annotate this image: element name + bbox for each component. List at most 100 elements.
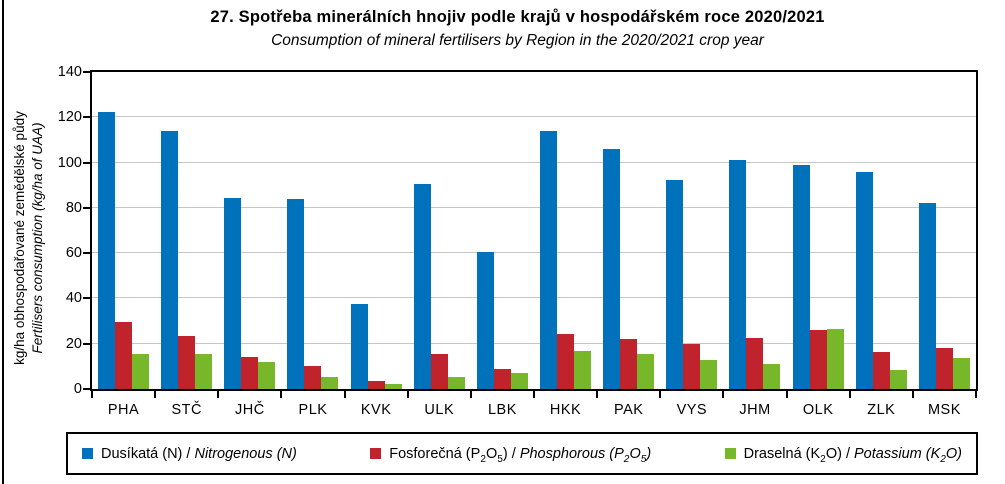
bar-group-KVK — [345, 72, 408, 389]
y-tick-140 — [83, 71, 90, 73]
gridline-40 — [92, 297, 976, 299]
bar-group-PLK — [281, 72, 344, 389]
x-category-label-PHA: PHA — [107, 402, 140, 418]
x-tick-7 — [533, 391, 535, 398]
bar-JHM-phosphorouspo — [746, 338, 764, 389]
bar-ULK-phosphorouspo — [430, 353, 448, 389]
page-left-border — [2, 0, 4, 484]
legend-item-phosphorouspo: Fosforečná (P2O5) / Phosphorous (P2O5) — [370, 445, 652, 465]
gridline-100 — [92, 161, 976, 163]
bar-ULK-nitrogenousn — [413, 184, 431, 389]
bar-PLK-potassiumko — [321, 376, 339, 389]
bar-group-ULK — [408, 72, 471, 389]
bar-group-JHČ — [218, 72, 281, 389]
legend: Dusíkatá (N) / Nitrogenous (N) Fosforečná… — [66, 432, 978, 475]
bar-group-OLK — [787, 72, 850, 389]
bar-VYS-phosphorouspo — [683, 343, 701, 389]
x-category-label-KVK: KVK — [360, 402, 392, 418]
bar-group-LBK — [471, 72, 534, 389]
y-tick-80 — [83, 206, 90, 209]
legend-label: Fosforečná (P2O5) / Phosphorous (P2O5) — [389, 445, 652, 465]
bar-MSK-phosphorouspo — [935, 348, 953, 389]
bar-PHA-phosphorouspo — [115, 322, 133, 389]
x-category-label-VYS: VYS — [676, 402, 708, 418]
y-tick-60 — [83, 252, 90, 255]
x-category-label-JHČ: JHČ — [234, 402, 265, 418]
x-category-label-ULK: ULK — [424, 402, 455, 418]
bar-ZLK-phosphorouspo — [872, 351, 890, 389]
bar-OLK-nitrogenousn — [792, 164, 810, 389]
plot-inner — [92, 72, 976, 389]
x-category-label-PAK: PAK — [613, 402, 644, 418]
plot-area — [90, 70, 978, 391]
legend-swatch-icon — [370, 448, 382, 459]
x-tick-5 — [406, 391, 409, 398]
bar-LBK-phosphorouspo — [493, 368, 511, 389]
x-tick-4 — [343, 391, 346, 398]
bar-JHM-nitrogenousn — [729, 160, 747, 389]
bar-OLK-phosphorouspo — [809, 330, 827, 389]
x-category-label-PLK: PLK — [298, 402, 328, 418]
bar-KVK-phosphorouspo — [367, 381, 385, 389]
bar-PAK-potassiumko — [637, 353, 655, 389]
y-tick-label-60: 60 — [65, 245, 82, 262]
bar-KVK-potassiumko — [384, 384, 402, 389]
bar-JHČ-nitrogenousn — [224, 197, 242, 389]
y-axis-title-czech: kg/ha obhospodařované zemědělské půdy — [12, 111, 27, 365]
gridline-120 — [92, 116, 976, 118]
bar-PHA-potassiumko — [132, 353, 150, 389]
y-tick-label-80: 80 — [65, 199, 82, 216]
x-tick-2 — [217, 391, 220, 398]
x-tick-9 — [659, 391, 662, 398]
x-tick-14 — [975, 391, 977, 398]
bar-JHM-potassiumko — [763, 364, 781, 389]
y-tick-20 — [83, 342, 90, 345]
x-tick-6 — [469, 391, 472, 398]
bar-OLK-potassiumko — [826, 329, 844, 389]
bar-HKK-phosphorouspo — [557, 333, 575, 389]
y-tick-120 — [83, 116, 90, 119]
gridline-20 — [92, 342, 976, 344]
bar-PAK-nitrogenousn — [603, 149, 621, 389]
bar-JHČ-potassiumko — [258, 361, 276, 389]
bar-HKK-potassiumko — [574, 350, 592, 389]
y-tick-100 — [83, 161, 90, 164]
y-tick-label-140: 140 — [57, 64, 82, 80]
y-tick-label-100: 100 — [57, 154, 82, 171]
x-category-label-LBK: LBK — [487, 402, 517, 418]
bar-STČ-nitrogenousn — [161, 130, 179, 389]
chart-title: 27. Spotřeba minerálních hnojiv podle kr… — [210, 8, 825, 26]
bar-group-JHM — [723, 72, 786, 389]
bar-group-STČ — [155, 72, 218, 389]
gridline-60 — [92, 252, 976, 254]
legend-swatch-icon — [82, 448, 93, 459]
bar-JHČ-phosphorouspo — [241, 357, 259, 389]
bar-group-VYS — [660, 72, 723, 389]
bar-group-PAK — [597, 72, 660, 389]
legend-item-potassiumko: Draselná (K2O) / Potassium (K2O) — [724, 445, 962, 465]
gridline-80 — [92, 206, 976, 208]
y-tick-0 — [83, 388, 90, 390]
bar-LBK-potassiumko — [510, 373, 528, 389]
bar-group-PHA — [92, 72, 155, 389]
y-tick-40 — [83, 297, 90, 300]
bar-VYS-potassiumko — [700, 359, 718, 389]
bar-PLK-nitrogenousn — [287, 198, 305, 389]
x-tick-12 — [848, 391, 851, 398]
bar-group-ZLK — [850, 72, 913, 389]
y-tick-label-40: 40 — [65, 290, 82, 307]
bar-MSK-nitrogenousn — [918, 203, 936, 389]
legend-swatch-icon — [724, 448, 736, 459]
y-tick-label-20: 20 — [65, 335, 82, 352]
bar-LBK-nitrogenousn — [476, 252, 494, 389]
bar-group-MSK — [913, 72, 976, 389]
x-tick-11 — [785, 391, 788, 398]
x-category-label-STČ: STČ — [171, 402, 202, 418]
bar-HKK-nitrogenousn — [540, 130, 558, 389]
x-tick-1 — [154, 391, 157, 398]
x-tick-8 — [596, 391, 599, 398]
x-category-label-MSK: MSK — [927, 402, 961, 418]
y-tick-label-120: 120 — [57, 109, 82, 126]
legend-label: Draselná (K2O) / Potassium (K2O) — [743, 445, 962, 465]
